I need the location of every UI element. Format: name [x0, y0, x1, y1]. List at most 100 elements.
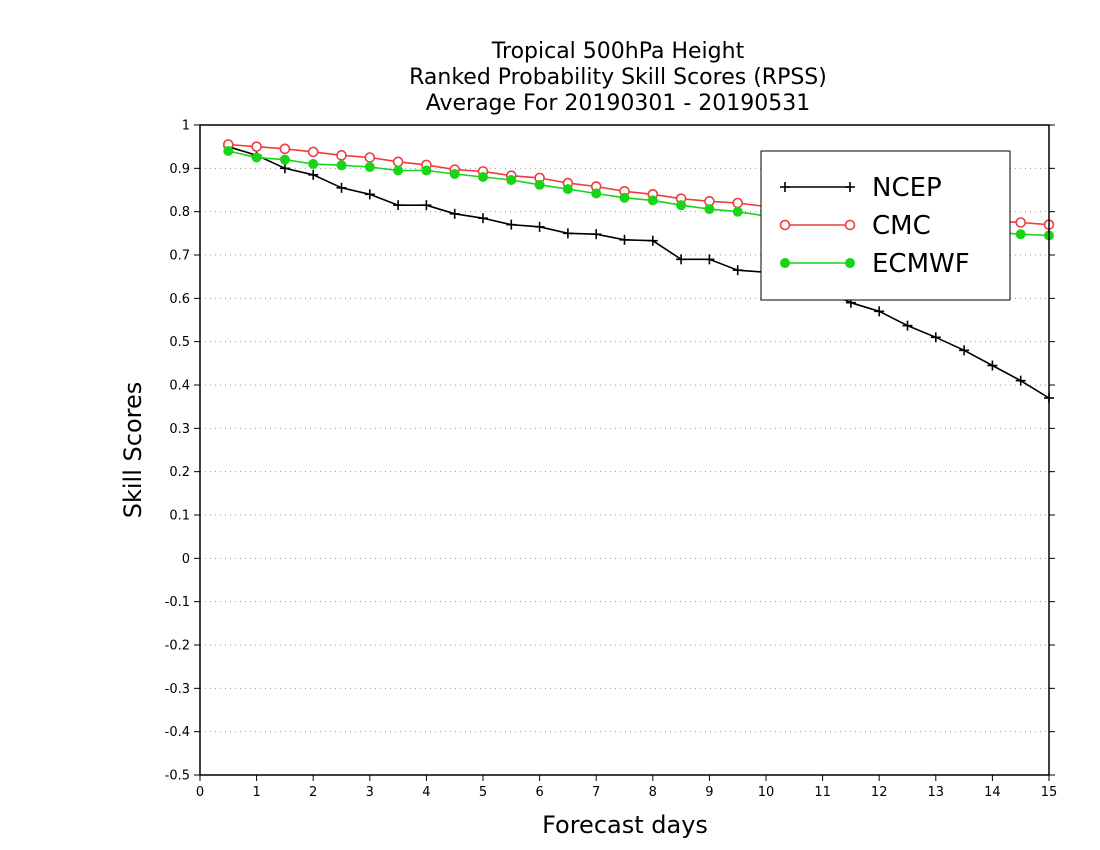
x-tick-label: 8 [649, 785, 657, 800]
point-ncep [308, 169, 319, 180]
x-tick-label: 10 [758, 785, 775, 800]
point-ncep [449, 208, 460, 219]
legend: NCEP CMC ECMWF [760, 150, 1011, 301]
point-ncep [591, 229, 602, 240]
point-ncep [506, 219, 517, 230]
point-cmc [392, 156, 404, 168]
y-axis-title: Skill Scores [119, 382, 147, 519]
y-tick-label: 0 [182, 552, 190, 567]
legend-marker-ncep [845, 182, 855, 192]
point-ecmwf [647, 195, 658, 206]
point-ecmwf [1015, 229, 1026, 240]
point-cmc [279, 143, 291, 155]
x-tick-label: 5 [479, 785, 487, 800]
point-ncep [421, 200, 432, 211]
point-ncep [393, 200, 404, 211]
y-tick-label: -0.4 [165, 725, 190, 740]
point-ncep [619, 234, 630, 245]
point-ecmwf [676, 200, 687, 211]
x-tick-label: 11 [814, 785, 831, 800]
legend-marker-ncep [780, 182, 790, 192]
point-ncep [364, 189, 375, 200]
legend-label-ncep: NCEP [872, 173, 942, 203]
point-ecmwf [478, 172, 488, 182]
y-tick-label: 0.7 [169, 249, 190, 264]
point-cmc [732, 197, 744, 209]
point-ncep [902, 320, 913, 331]
point-ecmwf [421, 165, 432, 176]
y-tick-labels: 1 0.9 0.8 0.7 0.6 0.5 0.4 0.3 0.2 0.1 0 -0.1 -0.2 -0.… [165, 119, 190, 784]
point-ncep [647, 235, 658, 246]
y-tick-label: -0.3 [165, 682, 190, 697]
legend-item-ncep: NCEP [780, 173, 942, 203]
point-ncep [959, 345, 970, 356]
x-tick-label: 4 [422, 785, 430, 800]
x-tick-label: 3 [366, 785, 374, 800]
point-ncep [676, 254, 687, 265]
point-cmc [336, 150, 347, 161]
legend-item-cmc: CMC [779, 211, 931, 241]
x-tick-label: 13 [928, 785, 945, 800]
point-ecmwf [704, 204, 715, 215]
x-tick-label: 15 [1041, 785, 1058, 800]
y-tick-label: 0.4 [169, 379, 190, 394]
x-tick-label: 2 [309, 785, 317, 800]
legend-marker-ecmwf [780, 258, 790, 268]
point-ecmwf [393, 165, 404, 176]
point-ecmwf [506, 175, 517, 186]
x-tick-label: 7 [592, 785, 600, 800]
point-ecmwf [591, 188, 602, 199]
point-ncep [930, 332, 941, 343]
legend-item-ecmwf: ECMWF [780, 249, 970, 279]
chart-title-line-3: Average For 20190301 - 20190531 [426, 91, 811, 116]
x-tick-label: 0 [196, 785, 204, 800]
point-ecmwf [364, 162, 375, 173]
x-tick-label: 9 [705, 785, 713, 800]
point-cmc [1015, 217, 1027, 228]
y-tick-label: 0.2 [169, 465, 190, 480]
point-ecmwf [251, 152, 262, 163]
point-cmc [307, 146, 319, 158]
point-ncep [534, 221, 545, 232]
x-axis-title: Forecast days [542, 811, 708, 839]
point-ecmwf [449, 168, 460, 179]
x-tick-label: 6 [535, 785, 543, 800]
y-tick-label: -0.2 [165, 639, 190, 654]
point-ecmwf [619, 192, 630, 203]
point-ncep [279, 163, 290, 174]
legend-marker-cmc [844, 219, 856, 231]
chart-title-line-2: Ranked Probability Skill Scores (RPSS) [409, 65, 827, 90]
legend-label-cmc: CMC [872, 211, 931, 241]
point-ecmwf [223, 146, 234, 156]
point-cmc [251, 141, 262, 152]
point-ecmwf [562, 184, 573, 195]
point-ncep [336, 182, 347, 193]
y-tick-label: -0.1 [165, 595, 190, 610]
x-tick-label: 14 [984, 785, 1001, 800]
series-line-ncep [228, 145, 1050, 399]
y-tick-label: 0.8 [169, 205, 190, 220]
x-tick-label: 1 [252, 785, 260, 800]
point-ecmwf [336, 160, 347, 171]
y-tick-label: 0.9 [169, 162, 190, 177]
legend-marker-cmc [779, 219, 791, 231]
point-ecmwf [279, 154, 290, 165]
point-ncep [562, 228, 573, 239]
point-ncep [1015, 375, 1026, 386]
y-tick-label: 0.5 [169, 335, 190, 350]
y-tick-label: 0.1 [169, 509, 190, 524]
point-ncep [478, 213, 488, 224]
axis-ticks [194, 124, 1055, 781]
legend-marker-ecmwf [845, 258, 855, 268]
x-tick-label: 12 [871, 785, 888, 800]
y-tick-label: -0.5 [165, 769, 190, 784]
y-tick-label: 0.3 [169, 422, 190, 437]
point-cmc [364, 152, 376, 163]
point-ncep [874, 306, 885, 317]
point-ncep [987, 360, 998, 371]
plot-frame [199, 124, 1050, 776]
legend-label-ecmwf: ECMWF [872, 249, 970, 279]
point-ncep [732, 265, 743, 276]
point-ncep [704, 254, 715, 265]
